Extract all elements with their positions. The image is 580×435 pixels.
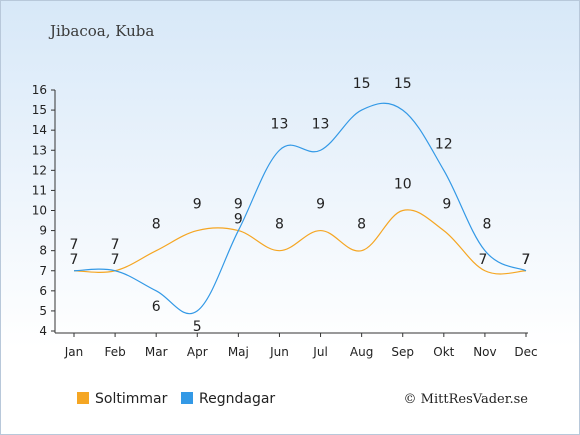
- x-tick-label-Nov: Nov: [473, 345, 496, 359]
- data-label-regndagar-Jul: 13: [312, 116, 330, 132]
- data-label-soltimmar-Aug: 8: [357, 217, 366, 233]
- x-tick-label-Jan: Jan: [64, 345, 84, 359]
- data-label-regndagar-Jan: 7: [70, 252, 79, 268]
- x-tick-label-Okt: Okt: [433, 345, 454, 359]
- data-label-regndagar-Apr: 5: [193, 319, 202, 335]
- legend: Soltimmar Regndagar: [77, 391, 275, 407]
- series-line-soltimmar: [73, 209, 527, 275]
- x-tick-label-Aug: Aug: [350, 345, 373, 359]
- data-label-regndagar-Okt: 12: [435, 136, 453, 152]
- data-label-regndagar-Nov: 8: [482, 217, 491, 233]
- y-tick-label-14: 14: [32, 123, 47, 137]
- series-line-regndagar: [73, 102, 527, 315]
- data-label-regndagar-Dec: 7: [522, 252, 531, 268]
- data-label-soltimmar-Jun: 8: [275, 217, 284, 233]
- data-label-regndagar-Jun: 13: [271, 116, 289, 132]
- y-tick-label-13: 13: [32, 143, 47, 157]
- data-label-soltimmar-Jan: 7: [70, 237, 79, 253]
- data-label-soltimmar-Feb: 7: [111, 237, 120, 253]
- legend-label-regndagar: Regndagar: [199, 391, 275, 407]
- data-label-regndagar-Maj: 9: [234, 212, 243, 228]
- y-tick-label-10: 10: [32, 204, 47, 218]
- data-label-soltimmar-Dec: 7: [522, 252, 531, 268]
- x-tick-label-Mar: Mar: [145, 345, 168, 359]
- x-tick-label-Jun: Jun: [269, 345, 289, 359]
- legend-swatch-soltimmar: [77, 392, 89, 404]
- y-tick-label-4: 4: [39, 324, 47, 338]
- data-label-regndagar-Sep: 15: [394, 76, 412, 92]
- x-tick-label-Dec: Dec: [514, 345, 537, 359]
- x-tick-label-Sep: Sep: [391, 345, 414, 359]
- x-tick-label-Maj: Maj: [228, 345, 249, 359]
- y-tick-label-8: 8: [39, 244, 47, 258]
- x-tick-label-Apr: Apr: [187, 345, 208, 359]
- x-tick-label-Jul: Jul: [312, 345, 327, 359]
- credit-text: © MittResVader.se: [404, 392, 529, 407]
- legend-swatch-regndagar: [181, 392, 193, 404]
- x-tick-label-Feb: Feb: [104, 345, 125, 359]
- data-label-regndagar-Mar: 6: [152, 299, 161, 315]
- data-label-soltimmar-Mar: 8: [152, 217, 161, 233]
- data-label-soltimmar-Jul: 9: [316, 197, 325, 213]
- data-label-soltimmar-Apr: 9: [193, 197, 202, 213]
- y-tick-label-16: 16: [32, 83, 47, 97]
- data-label-soltimmar-Sep: 10: [394, 177, 412, 193]
- data-label-soltimmar-Maj: 9: [234, 197, 243, 213]
- chart-title: Jibacoa, Kuba: [48, 22, 154, 40]
- y-tick-label-7: 7: [39, 264, 47, 278]
- y-tick-label-11: 11: [32, 183, 47, 197]
- data-label-soltimmar-Okt: 9: [442, 197, 451, 213]
- y-tick-label-12: 12: [32, 163, 47, 177]
- series-layer: [73, 102, 527, 315]
- data-label-regndagar-Aug: 15: [353, 76, 371, 92]
- y-tick-label-5: 5: [39, 304, 47, 318]
- y-tick-label-6: 6: [39, 284, 47, 298]
- data-label-regndagar-Feb: 7: [111, 252, 120, 268]
- axes: 4 5 6 7 8 9 10 11 12 13 14 15 16 Jan Feb Mar Apr Maj Jun Ju…: [32, 83, 538, 359]
- y-tick-label-15: 15: [32, 103, 47, 117]
- y-tick-label-9: 9: [39, 224, 47, 238]
- data-label-soltimmar-Nov: 7: [478, 252, 487, 268]
- legend-label-soltimmar: Soltimmar: [95, 391, 168, 407]
